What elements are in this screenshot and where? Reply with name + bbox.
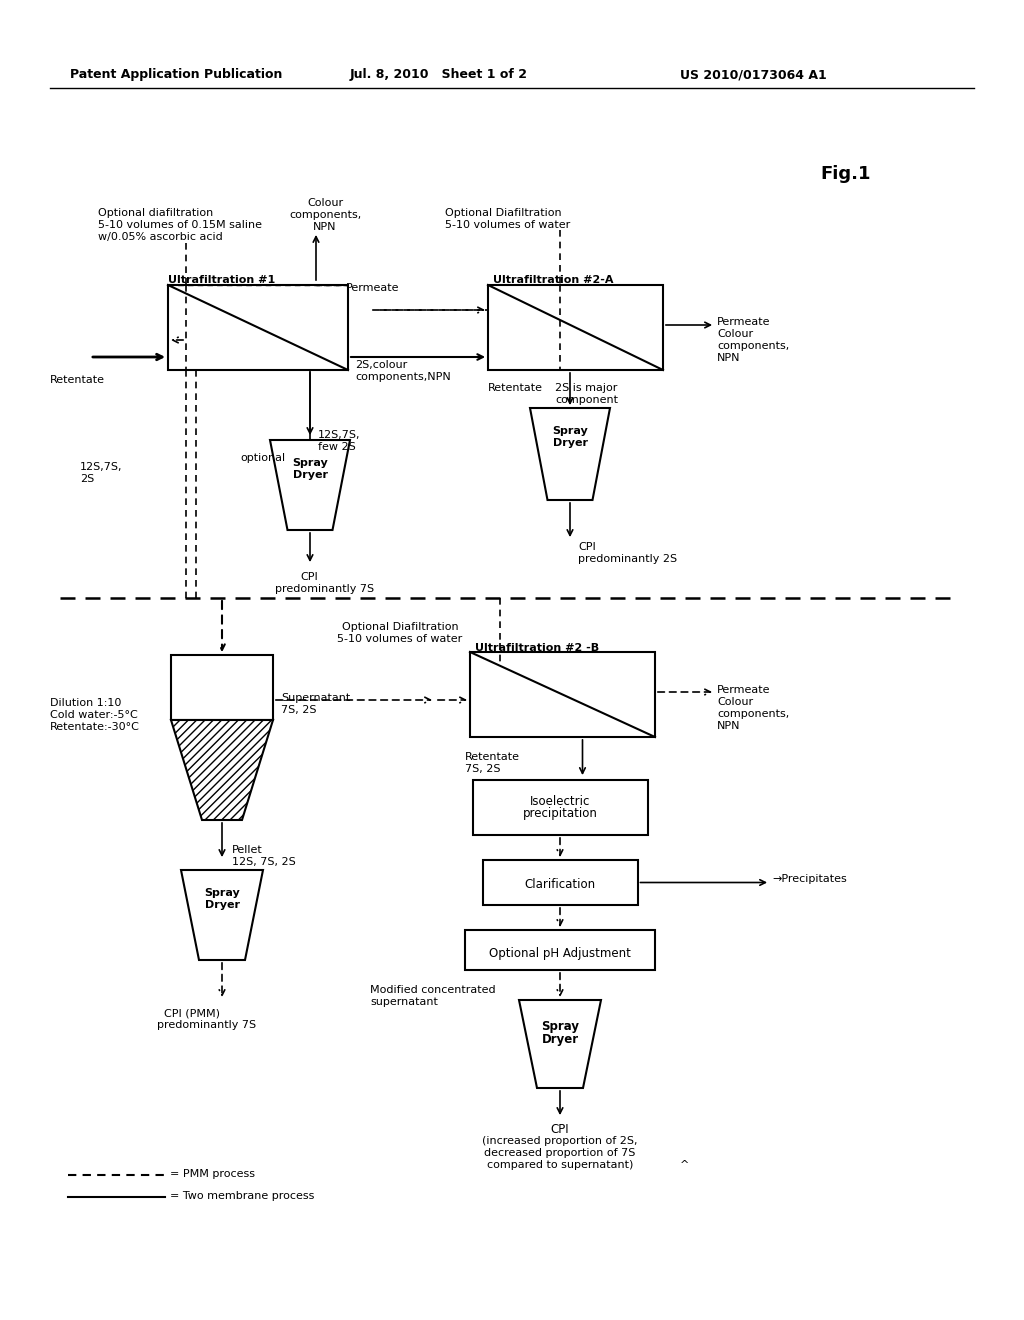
Text: components,: components, xyxy=(717,341,790,351)
Text: few 2S: few 2S xyxy=(318,442,355,451)
Text: Colour: Colour xyxy=(717,329,753,339)
Text: Cold water:-5°C: Cold water:-5°C xyxy=(50,710,138,719)
Text: components,: components, xyxy=(289,210,361,220)
Text: 12S,7S,: 12S,7S, xyxy=(318,430,360,440)
Text: 12S,7S,: 12S,7S, xyxy=(80,462,123,473)
Text: = Two membrane process: = Two membrane process xyxy=(170,1191,314,1201)
Text: 5-10 volumes of 0.15M saline: 5-10 volumes of 0.15M saline xyxy=(98,220,262,230)
Text: 7S, 2S: 7S, 2S xyxy=(281,705,316,715)
Text: components,: components, xyxy=(717,709,790,719)
Text: Optional Diafiltration: Optional Diafiltration xyxy=(445,209,561,218)
Text: NPN: NPN xyxy=(717,352,740,363)
Text: Dilution 1:10: Dilution 1:10 xyxy=(50,698,122,708)
Text: Pellet: Pellet xyxy=(232,845,263,855)
Text: 7S, 2S: 7S, 2S xyxy=(465,764,501,774)
Text: 12S, 7S, 2S: 12S, 7S, 2S xyxy=(232,857,296,867)
Text: Fig.1: Fig.1 xyxy=(820,165,870,183)
Text: Retentate:-30°C: Retentate:-30°C xyxy=(50,722,140,733)
Text: 2S,colour: 2S,colour xyxy=(355,360,408,370)
Bar xyxy=(171,655,273,719)
Text: Spray: Spray xyxy=(292,458,328,469)
Text: components,NPN: components,NPN xyxy=(355,372,451,381)
Bar xyxy=(168,285,348,370)
Text: Permeate: Permeate xyxy=(346,282,399,293)
Text: Isoelectric: Isoelectric xyxy=(529,795,590,808)
Text: Retentate: Retentate xyxy=(50,375,105,385)
Text: →Precipitates: →Precipitates xyxy=(772,874,847,884)
Text: Modified concentrated: Modified concentrated xyxy=(370,985,496,995)
Polygon shape xyxy=(171,719,273,820)
Text: CPI: CPI xyxy=(578,543,596,552)
Text: Ultrafiltration #2-A: Ultrafiltration #2-A xyxy=(493,275,613,285)
Text: = PMM process: = PMM process xyxy=(170,1170,255,1179)
Text: decreased proportion of 7S: decreased proportion of 7S xyxy=(484,1148,636,1158)
Text: Jul. 8, 2010   Sheet 1 of 2: Jul. 8, 2010 Sheet 1 of 2 xyxy=(350,69,528,81)
Text: 5-10 volumes of water: 5-10 volumes of water xyxy=(445,220,570,230)
Text: Permeate: Permeate xyxy=(717,685,770,696)
Text: Colour: Colour xyxy=(307,198,343,209)
Text: (increased proportion of 2S,: (increased proportion of 2S, xyxy=(482,1137,638,1146)
Text: 2S: 2S xyxy=(80,474,94,484)
Bar xyxy=(465,931,655,970)
Text: Ultrafiltration #2 -B: Ultrafiltration #2 -B xyxy=(475,643,599,653)
Text: predominantly 2S: predominantly 2S xyxy=(578,554,677,564)
Text: predominantly 7S: predominantly 7S xyxy=(275,583,374,594)
Text: compared to supernatant): compared to supernatant) xyxy=(486,1160,633,1170)
Bar xyxy=(482,861,638,906)
Text: CPI: CPI xyxy=(300,572,317,582)
Text: Dryer: Dryer xyxy=(293,470,328,480)
Text: Dryer: Dryer xyxy=(553,438,588,447)
Text: ^: ^ xyxy=(680,1160,689,1170)
Text: Colour: Colour xyxy=(717,697,753,708)
Text: Supernatant: Supernatant xyxy=(281,693,350,704)
Text: Dryer: Dryer xyxy=(205,900,240,909)
Text: NPN: NPN xyxy=(313,222,337,232)
Text: Optional Diafiltration: Optional Diafiltration xyxy=(342,622,459,632)
Text: Dryer: Dryer xyxy=(542,1034,579,1045)
Text: CPI (PMM): CPI (PMM) xyxy=(164,1008,220,1018)
Text: precipitation: precipitation xyxy=(522,807,597,820)
Text: CPI: CPI xyxy=(551,1123,569,1137)
Text: Spray: Spray xyxy=(204,888,240,898)
Text: Optional diafiltration: Optional diafiltration xyxy=(98,209,213,218)
Bar xyxy=(472,780,647,836)
Text: Retentate: Retentate xyxy=(488,383,543,393)
Text: w/0.05% ascorbic acid: w/0.05% ascorbic acid xyxy=(98,232,223,242)
Text: Permeate: Permeate xyxy=(717,317,770,327)
Text: Spray: Spray xyxy=(541,1020,579,1034)
Text: Retentate: Retentate xyxy=(465,752,520,762)
Bar xyxy=(470,652,655,737)
Text: supernatant: supernatant xyxy=(370,997,438,1007)
Text: Optional pH Adjustment: Optional pH Adjustment xyxy=(489,946,631,960)
Text: predominantly 7S: predominantly 7S xyxy=(157,1020,256,1030)
Text: optional: optional xyxy=(240,453,285,463)
Text: component: component xyxy=(555,395,618,405)
Text: Clarification: Clarification xyxy=(524,878,596,891)
Text: Ultrafiltration #1: Ultrafiltration #1 xyxy=(168,275,275,285)
Bar xyxy=(488,285,663,370)
Text: Patent Application Publication: Patent Application Publication xyxy=(70,69,283,81)
Text: NPN: NPN xyxy=(717,721,740,731)
Text: Spray: Spray xyxy=(552,426,588,436)
Text: 5-10 volumes of water: 5-10 volumes of water xyxy=(337,634,463,644)
Text: 2S is major: 2S is major xyxy=(555,383,617,393)
Text: US 2010/0173064 A1: US 2010/0173064 A1 xyxy=(680,69,826,81)
